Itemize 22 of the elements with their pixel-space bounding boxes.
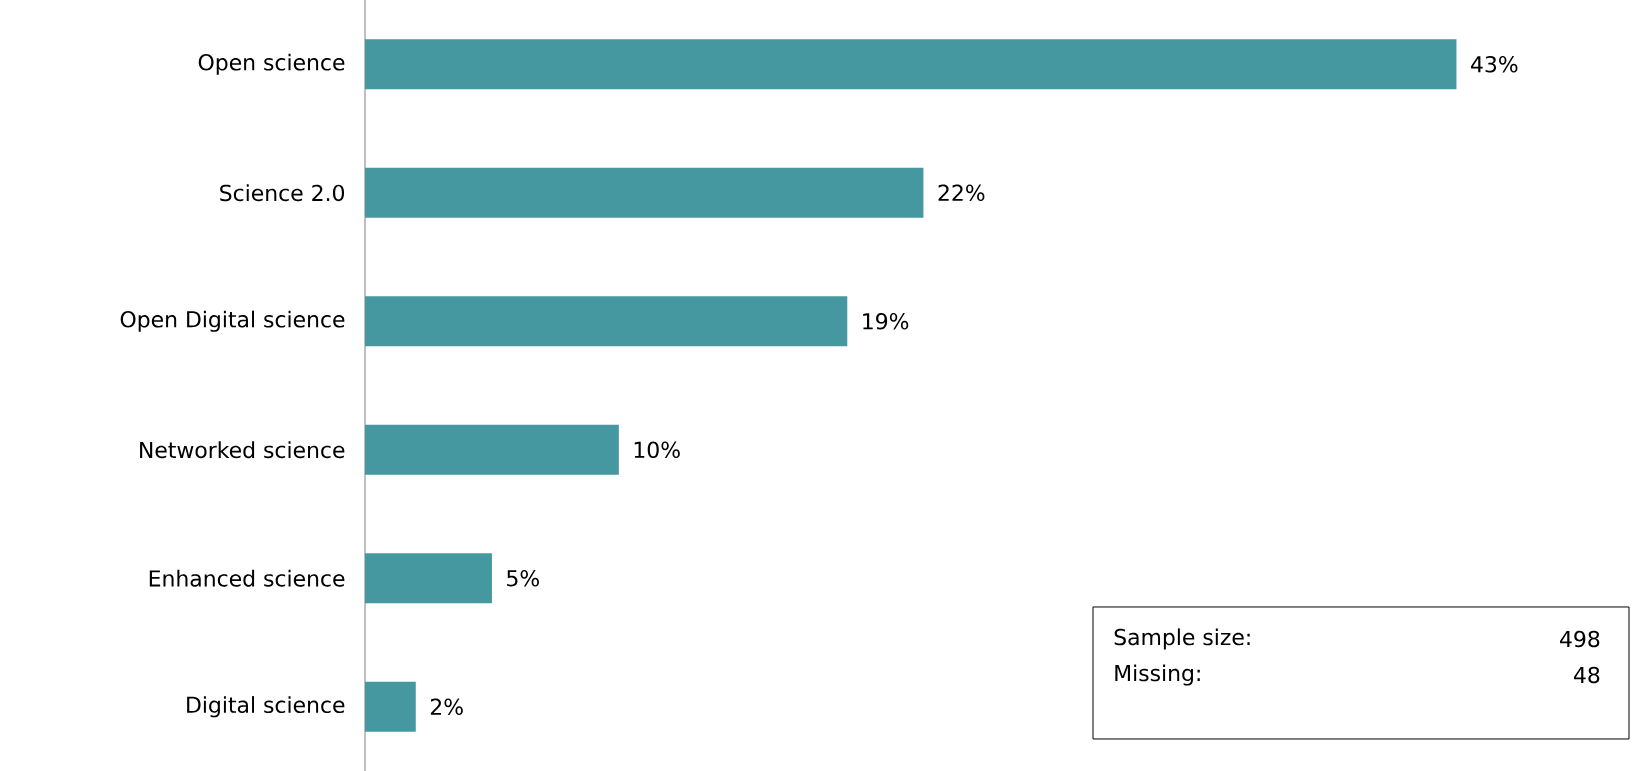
y-tick-label: Science 2.0 bbox=[220, 184, 345, 202]
annotation: Sample size: bbox=[1114, 628, 1250, 650]
data-label: 5% bbox=[507, 569, 539, 587]
bar bbox=[365, 553, 492, 604]
text: 498 bbox=[1560, 630, 1600, 648]
y-tick-label: Digital science bbox=[187, 696, 345, 718]
text: 48 bbox=[1573, 666, 1600, 684]
y-tick-label: Networked science bbox=[140, 441, 345, 459]
data-label: 10% bbox=[634, 441, 680, 459]
bar bbox=[365, 39, 1457, 90]
annotation: Missing: bbox=[1115, 664, 1200, 686]
bar bbox=[365, 296, 848, 347]
bar bbox=[365, 424, 619, 475]
data-label: 43% bbox=[1471, 55, 1518, 73]
data-label: 22% bbox=[938, 184, 985, 202]
bar bbox=[365, 681, 416, 732]
data-label: 2% bbox=[430, 698, 463, 716]
y-tick-label: Open Digital science bbox=[120, 310, 345, 332]
y-tick-label: Open science bbox=[198, 53, 345, 75]
bar bbox=[365, 167, 924, 218]
y-tick-label: Enhanced science bbox=[149, 569, 345, 587]
data-label: 19% bbox=[863, 312, 909, 330]
